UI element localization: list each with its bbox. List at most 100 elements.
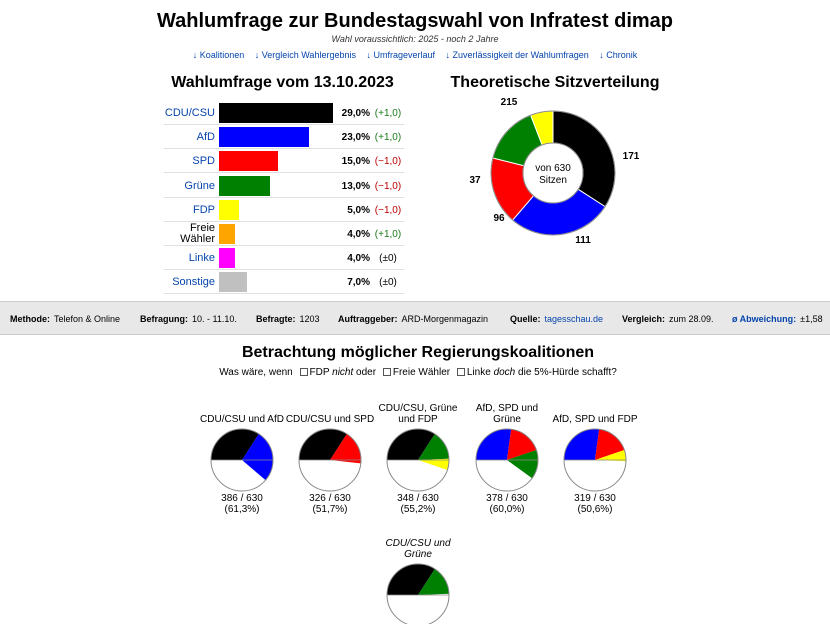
nav-link-umfrageverlauf[interactable]: ↓ Umfrageverlauf — [366, 50, 436, 60]
nav-link-koalitionen[interactable]: ↓ Koalitionen — [192, 50, 245, 60]
coalition-card: CDU/CSU und Grüne311 / 630(49,4%) — [373, 524, 463, 624]
coalition-pie-slice — [595, 429, 625, 460]
coalition-seat-total: / 630 — [502, 493, 528, 504]
coalition-seat-count: 378 — [486, 493, 503, 504]
coalition-label: CDU/CSU, Grüne und FDP — [373, 389, 463, 425]
linke-checkbox[interactable] — [456, 368, 465, 376]
poll-value-label: 13,0% — [341, 180, 370, 192]
coalition-seat-count: 319 — [574, 493, 591, 504]
poll-party-label[interactable]: FDP — [193, 203, 215, 216]
freie-waehler-checkbox[interactable] — [382, 368, 391, 376]
coalition-label-text: AfD, SPD und FDP — [552, 414, 638, 425]
nav-link-zuverlaessigkeit[interactable]: ↓ Zuverlässigkeit der Wahlumfragen — [445, 50, 589, 60]
coalition-pie-slice — [418, 568, 449, 595]
poll-row: Freie Wähler 4,0% (+1,0) — [164, 222, 404, 246]
coalition-section-title: Betrachtung möglicher Regierungskoalitio… — [241, 344, 595, 361]
donut-hole — [522, 142, 584, 204]
poll-bar — [219, 199, 239, 220]
coalition-seats: 378 / 630 — [462, 493, 552, 504]
coalition-seat-count: 386 — [221, 493, 238, 504]
coalition-card: CDU/CSU und SPD 326 / 630 (51,7%) — [285, 389, 375, 515]
coalition-pie-slice — [330, 433, 361, 464]
method-value: ARD-Morgenmagazin — [401, 314, 489, 324]
opt2: Freie Wähler — [392, 367, 451, 378]
poll-change-label: (+1,0) — [374, 229, 402, 240]
coalition-label: AfD, SPD und Grüne — [462, 389, 552, 425]
fdp-checkbox[interactable] — [299, 368, 308, 376]
coalition-pie — [210, 428, 274, 492]
coalition-percent: (60,0%) — [489, 504, 525, 515]
seat-value-label: 37 — [469, 175, 481, 186]
page-subtitle: Wahl voraussichtlich: 2025 - noch 2 Jahr… — [331, 34, 499, 44]
method-label: Methode: — [10, 314, 50, 324]
coalition-pie-slice — [299, 429, 347, 460]
poll-party-label[interactable]: Sonstige — [172, 276, 215, 289]
poll-party-label[interactable]: CDU/CSU — [164, 107, 215, 119]
coalition-pie-slice — [595, 449, 626, 462]
poll-change-label: (±0) — [379, 253, 397, 265]
poll-chart-title: Wahlumfrage vom 13.10.2023 — [171, 74, 394, 91]
opt1-a: FDP — [309, 367, 330, 378]
seat-value-label: 215 — [501, 97, 518, 108]
poll-change-label: (−1,0) — [374, 156, 402, 168]
coalition-pie-slice — [387, 564, 435, 595]
poll-row: FDP 5,0% (−1,0) — [164, 198, 404, 222]
nav-link-chronik[interactable]: ↓ Chronik — [599, 50, 638, 60]
coalition-seat-total: / 630 — [590, 493, 616, 504]
poll-change-label: (−1,0) — [374, 180, 402, 192]
seat-value-label: 171 — [623, 151, 640, 162]
opt1-b: nicht — [332, 367, 354, 378]
method-value: zum 28.09. — [669, 314, 714, 324]
coalition-pie-slice — [211, 429, 259, 460]
coalition-pie — [563, 428, 627, 492]
coalition-percent: (51,7%) — [312, 504, 348, 515]
nav-link-vergleich[interactable]: ↓ Vergleich Wahlergebnis — [254, 50, 356, 60]
seat-value-label: 111 — [575, 235, 591, 246]
opt1-c: oder — [356, 367, 377, 378]
method-label: Befragung: — [140, 314, 188, 324]
method-label-link[interactable]: ø Abweichung: — [732, 314, 797, 324]
coalition-pie — [475, 428, 539, 492]
poll-value-label: 29,0% — [341, 108, 370, 119]
coalition-card: CDU/CSU und AfD 386 / 630 (61,3%) — [197, 389, 287, 515]
coalition-pie-slice — [387, 429, 435, 460]
method-item-quelle: Quelle: tagesschau.de — [510, 314, 603, 324]
poll-party-label[interactable]: SPD — [192, 155, 215, 168]
method-item-methode: Methode: Telefon & Online — [10, 314, 120, 324]
coalition-seat-total: / 630 — [413, 493, 439, 504]
coalition-pie-slice — [418, 458, 449, 471]
poll-party-label[interactable]: Linke — [188, 252, 215, 265]
coalition-percent: (61,3%) — [224, 504, 260, 515]
poll-row: CDU/CSU 29,0% (+1,0) — [164, 101, 404, 125]
pie-outline — [298, 428, 362, 492]
source-link[interactable]: tagesschau.de — [544, 314, 604, 324]
coalition-pie-slice — [564, 429, 600, 460]
poll-bar — [219, 127, 310, 148]
coalition-card: AfD, SPD und FDP 319 / 630 (50,6%) — [550, 389, 640, 515]
poll-bar — [219, 151, 278, 172]
coalition-pie-slice — [476, 429, 512, 460]
poll-party-label[interactable]: Grüne — [184, 179, 215, 192]
method-label: Quelle: — [510, 314, 541, 324]
coalition-label-text: CDU/CSU, Grüne und FDP — [378, 403, 458, 425]
poll-value-label: 4,0% — [347, 229, 370, 240]
donut-outline — [490, 110, 616, 236]
coalition-question: Was wäre, wenn FDP nicht oder Freie Wähl… — [0, 367, 830, 378]
coalition-seat-total: / 630 — [237, 493, 263, 504]
pie-outline — [210, 428, 274, 492]
method-value: ±1,58 — [800, 314, 823, 324]
coalition-pie-slice — [242, 433, 273, 481]
poll-value-label: 5,0% — [347, 204, 370, 216]
coalition-seat-count: 348 — [397, 493, 414, 504]
coalition-seats: 348 / 630 — [373, 493, 463, 504]
method-value: 1203 — [299, 314, 320, 324]
question-prefix: Was wäre, wenn — [219, 367, 293, 378]
coalition-label: CDU/CSU und AfD — [197, 389, 287, 425]
seat-value-label: 96 — [493, 213, 505, 224]
page-title: Wahlumfrage zur Bundestagswahl von Infra… — [157, 10, 673, 32]
poll-row: Sonstige 7,0% (±0) — [164, 270, 404, 295]
coalition-pie — [386, 563, 450, 624]
coalition-pie — [298, 428, 362, 492]
coalition-pie-slice — [507, 429, 537, 460]
poll-party-label[interactable]: AfD — [196, 131, 215, 144]
